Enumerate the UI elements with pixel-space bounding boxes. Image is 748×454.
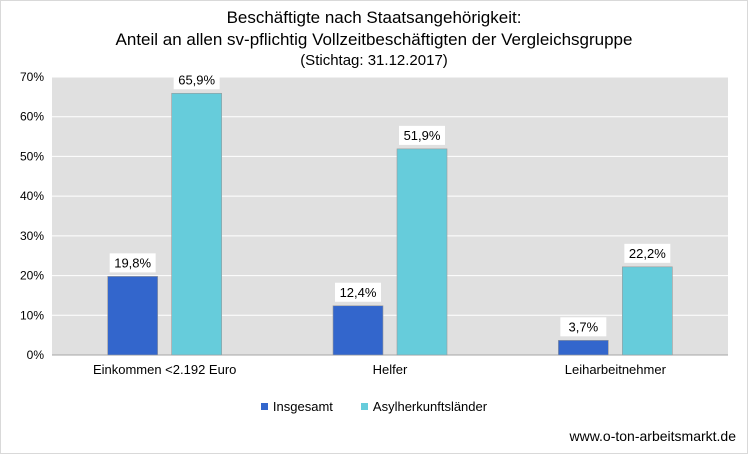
bar <box>171 92 222 356</box>
data-label-box <box>624 243 671 263</box>
bar <box>558 340 609 356</box>
chart-date-note: (Stichtag: 31.12.2017) <box>300 52 448 69</box>
legend-label-insgesamt: Insgesamt <box>272 399 333 414</box>
bar <box>107 276 158 356</box>
y-tick-label: 40% <box>20 189 44 203</box>
data-label-box <box>335 282 381 302</box>
data-label-box <box>560 317 607 337</box>
data-label: 3,7% <box>569 319 599 334</box>
legend: Insgesamt Asylherkunftsländer <box>0 399 748 414</box>
y-tick-label: 0% <box>27 348 45 362</box>
y-tick-label: 60% <box>20 110 44 124</box>
data-label: 12,4% <box>340 285 377 300</box>
data-label: 22,2% <box>629 246 666 261</box>
legend-item-insgesamt: Insgesamt <box>260 399 333 414</box>
category-label: Leiharbeitnehmer <box>565 362 667 377</box>
legend-swatch-insgesamt <box>260 403 268 410</box>
source-credit: www.o-ton-arbeitsmarkt.de <box>569 428 736 444</box>
legend-item-asylherkunftslaender: Asylherkunftsländer <box>360 399 488 414</box>
data-label-box <box>399 125 445 145</box>
legend-swatch-asylherkunftslaender <box>360 403 368 410</box>
legend-label-asylherkunftslaender: Asylherkunftsländer <box>372 399 488 414</box>
bar <box>332 305 384 356</box>
bar <box>622 266 673 356</box>
y-tick-label: 10% <box>20 308 44 322</box>
y-tick-label: 70% <box>20 70 44 84</box>
data-label-box <box>173 70 220 90</box>
data-label: 65,9% <box>178 72 215 87</box>
y-tick-label: 30% <box>20 229 44 243</box>
plot-area <box>52 77 728 355</box>
data-label: 19,8% <box>114 255 151 270</box>
category-label: Einkommen <2.192 Euro <box>93 362 236 377</box>
chart-title: Beschäftigte nach Staatsangehörigkeit: <box>226 8 522 27</box>
y-tick-label: 50% <box>20 149 44 163</box>
data-label-box <box>109 253 156 273</box>
category-label: Helfer <box>373 362 408 377</box>
data-label: 51,9% <box>404 128 441 143</box>
bar <box>396 148 448 356</box>
chart-subtitle: Anteil an allen sv-pflichtig Vollzeitbes… <box>115 30 633 49</box>
y-tick-label: 20% <box>20 269 44 283</box>
